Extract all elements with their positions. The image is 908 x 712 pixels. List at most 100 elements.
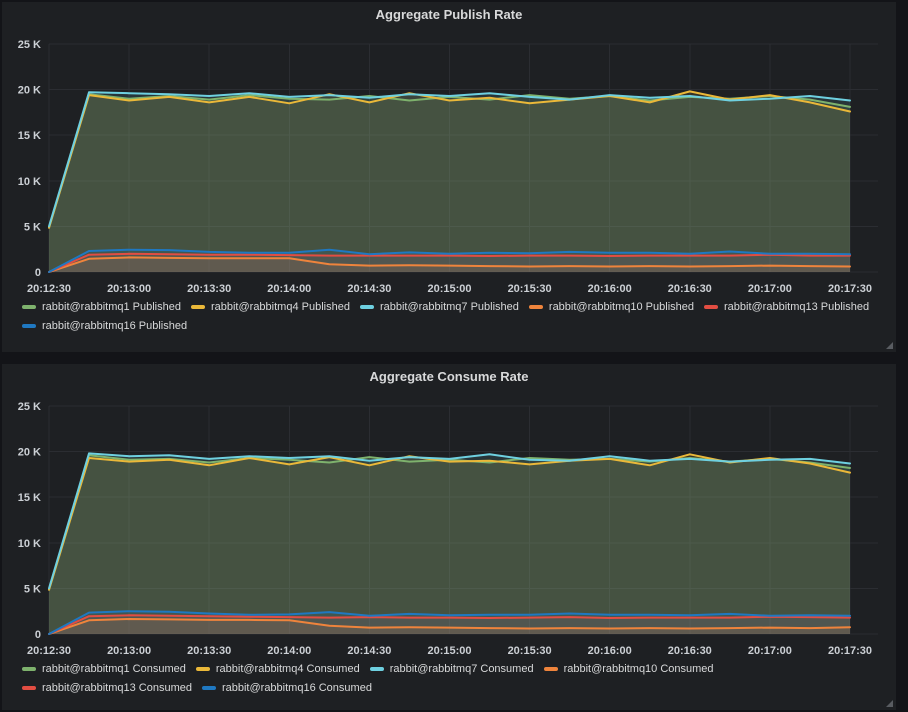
x-axis-tick-label: 20:13:00 [107, 645, 151, 657]
x-axis-tick-label: 20:17:00 [748, 283, 792, 295]
legend-item[interactable]: rabbit@rabbitmq13 Consumed [22, 682, 192, 694]
series-area [49, 619, 850, 634]
series-area [49, 257, 850, 272]
series-line [48, 90, 851, 229]
x-axis-tick-label: 20:17:00 [748, 645, 792, 657]
x-axis-tick-label: 20:13:30 [187, 283, 231, 295]
consume-rate-legend: rabbit@rabbitmq1 Consumed rabbit@rabbitmq… [2, 658, 896, 701]
legend-swatch-icon [369, 667, 384, 671]
legend-label: rabbit@rabbitmq1 Consumed [42, 663, 186, 675]
chart-canvas: 0 5 K 10 K 15 K 20 K 25 K 20:12:30 20:13:00 20:1… [18, 39, 878, 295]
legend-item[interactable]: rabbit@rabbitmq10 Consumed [543, 663, 714, 675]
legend-swatch-icon [195, 667, 210, 671]
x-axis-tick-label: 20:16:30 [668, 645, 712, 657]
series-line [48, 618, 851, 635]
series-area [49, 453, 850, 634]
legend-item[interactable]: rabbit@rabbitmq1 Published [22, 301, 181, 313]
x-axis-tick-label: 20:14:30 [347, 283, 391, 295]
legend-item[interactable]: rabbit@rabbitmq1 Consumed [22, 663, 186, 675]
legend-label: rabbit@rabbitmq16 Published [42, 320, 188, 332]
legend-item[interactable]: rabbit@rabbitmq16 Consumed [201, 682, 372, 694]
legend-label: rabbit@rabbitmq13 Published [724, 301, 870, 313]
legend-swatch-icon [22, 686, 36, 690]
series-area [49, 92, 850, 272]
chart-canvas: 0 5 K 10 K 15 K 20 K 25 K 20:12:30 20:13:00 20:1… [18, 401, 878, 657]
legend-swatch-icon [543, 667, 558, 671]
legend-swatch-icon [201, 686, 216, 690]
legend-swatch-icon [359, 305, 374, 309]
series-line [48, 256, 851, 273]
series-line [48, 614, 851, 635]
legend-item[interactable]: rabbit@rabbitmq13 Published [704, 301, 869, 313]
series-line [48, 252, 851, 273]
series-line [48, 610, 851, 635]
y-axis-tick-label: 15 K [18, 492, 41, 504]
legend-item[interactable]: rabbit@rabbitmq10 Published [528, 301, 694, 313]
legend-label: rabbit@rabbitmq7 Published [379, 301, 519, 313]
panel-title[interactable]: Aggregate Consume Rate [369, 369, 529, 384]
x-axis-tick-label: 20:12:30 [27, 283, 71, 295]
series-line [48, 248, 851, 273]
series-area [49, 91, 850, 273]
x-axis-tick-label: 20:14:00 [267, 283, 311, 295]
publish-rate-legend: rabbit@rabbitmq1 Published rabbit@rabbitm… [2, 296, 896, 339]
legend-label: rabbit@rabbitmq4 Published [210, 301, 350, 313]
legend-swatch-icon [704, 305, 718, 309]
legend-item[interactable]: rabbit@rabbitmq7 Published [359, 301, 519, 313]
panel-aggregate-publish-rate: Aggregate Publish Rate 0 5 K 10 K 15 K 20 K 2… [2, 2, 896, 352]
legend-item[interactable]: rabbit@rabbitmq4 Consumed [195, 663, 360, 675]
x-axis-tick-label: 20:15:30 [508, 645, 552, 657]
legend-swatch-icon [22, 324, 36, 328]
y-axis-tick-label: 25 K [18, 401, 41, 413]
legend-label: rabbit@rabbitmq7 Consumed [389, 663, 534, 675]
y-axis-tick-label: 10 K [18, 176, 41, 188]
panel-resize-handle-icon[interactable] [886, 700, 893, 707]
legend-label: rabbit@rabbitmq10 Consumed [563, 663, 714, 675]
y-axis-tick-label: 0 [35, 267, 41, 279]
legend-item[interactable]: rabbit@rabbitmq7 Consumed [369, 663, 534, 675]
series-line [48, 91, 851, 228]
legend-swatch-icon [190, 305, 205, 309]
consume-rate-chart[interactable]: 0 5 K 10 K 15 K 20 K 25 K 20:12:30 20:13:00 20:1… [4, 390, 894, 658]
legend-label: rabbit@rabbitmq16 Consumed [221, 682, 372, 694]
x-axis-tick-label: 20:16:30 [668, 283, 712, 295]
series-area [49, 454, 850, 634]
publish-rate-chart[interactable]: 0 5 K 10 K 15 K 20 K 25 K 20:12:30 20:13:00 20:1… [4, 28, 894, 296]
legend-label: rabbit@rabbitmq10 Published [548, 301, 694, 313]
x-axis-tick-label: 20:15:00 [427, 645, 471, 657]
x-axis-tick-label: 20:14:30 [347, 645, 391, 657]
y-axis-tick-label: 5 K [24, 221, 41, 233]
legend-swatch-icon [22, 305, 36, 309]
legend-item[interactable]: rabbit@rabbitmq16 Published [22, 320, 187, 332]
series-area [49, 455, 850, 634]
legend-label: rabbit@rabbitmq4 Consumed [215, 663, 360, 675]
x-axis-tick-label: 20:15:30 [508, 283, 552, 295]
y-axis-tick-label: 20 K [18, 447, 41, 459]
legend-label: rabbit@rabbitmq1 Published [42, 301, 181, 313]
x-axis-tick-label: 20:17:30 [828, 283, 872, 295]
y-axis-tick-label: 10 K [18, 538, 41, 550]
panel-title[interactable]: Aggregate Publish Rate [375, 7, 523, 22]
y-axis-tick-label: 5 K [24, 583, 41, 595]
x-axis-tick-label: 20:13:30 [187, 645, 231, 657]
x-axis-tick-label: 20:13:00 [107, 283, 151, 295]
x-axis-tick-label: 20:16:00 [588, 283, 632, 295]
legend-label: rabbit@rabbitmq13 Consumed [42, 682, 192, 694]
legend-swatch-icon [528, 305, 543, 309]
series-area [49, 94, 850, 272]
panel-aggregate-consume-rate: Aggregate Consume Rate 0 5 K 10 K 15 K 20 K 2… [2, 364, 896, 710]
y-axis-tick-label: 25 K [18, 39, 41, 51]
x-axis-tick-label: 20:15:00 [427, 283, 471, 295]
y-axis-tick-label: 15 K [18, 130, 41, 142]
x-axis-tick-label: 20:12:30 [27, 645, 71, 657]
x-axis-tick-label: 20:17:30 [828, 645, 872, 657]
y-axis-tick-label: 20 K [18, 85, 41, 97]
legend-swatch-icon [22, 667, 36, 671]
x-axis-tick-label: 20:16:00 [588, 645, 632, 657]
y-axis-tick-label: 0 [35, 629, 41, 641]
legend-item[interactable]: rabbit@rabbitmq4 Published [190, 301, 350, 313]
x-axis-tick-label: 20:14:00 [267, 645, 311, 657]
panel-resize-handle-icon[interactable] [886, 342, 893, 349]
series-line [48, 452, 851, 590]
